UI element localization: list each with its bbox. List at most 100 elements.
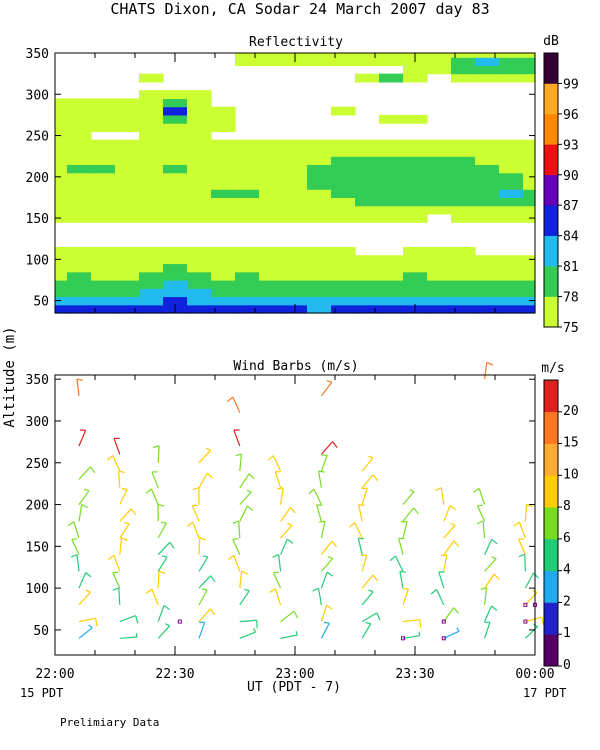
reflectivity-cell: [235, 147, 260, 157]
wind-colorbar-label: 1: [563, 626, 571, 641]
reflectivity-cell: [67, 263, 92, 273]
wind-colorbar-label: 2: [563, 594, 571, 609]
wind-barb-staff: [78, 627, 93, 639]
wind-barb-staff: [239, 454, 242, 472]
reflectivity-cell: [451, 180, 476, 190]
reflectivity-cell: [475, 213, 500, 223]
reflectivity-cell: [235, 156, 260, 166]
reflectivity-cell: [307, 197, 332, 207]
reflectivity-y-tick-label: 350: [26, 47, 49, 62]
reflectivity-colorbar-swatch: [544, 113, 558, 145]
reflectivity-cell: [451, 147, 476, 157]
reflectivity-cell: [427, 189, 452, 199]
reflectivity-cell: [67, 123, 92, 133]
reflectivity-cell: [259, 255, 284, 265]
reflectivity-cell: [163, 255, 188, 265]
reflectivity-cell: [67, 172, 92, 182]
wind-barb-staff: [151, 471, 159, 489]
reflectivity-cell: [163, 205, 188, 215]
wind-barb-staff: [239, 590, 250, 606]
wind-barb-staff: [239, 619, 257, 623]
reflectivity-cell: [451, 189, 476, 199]
wind-barb-staff: [78, 572, 87, 589]
reflectivity-cell: [55, 255, 68, 265]
reflectivity-cell: [211, 304, 236, 314]
reflectivity-cell: [355, 156, 380, 166]
reflectivity-cell: [523, 205, 536, 215]
reflectivity-cell: [403, 279, 428, 289]
reflectivity-cell: [115, 156, 140, 166]
wind-barb-staff: [280, 524, 293, 539]
reflectivity-cell: [211, 205, 236, 215]
wind-barb-staff: [361, 612, 378, 623]
reflectivity-cell: [187, 189, 212, 199]
reflectivity-cell: [115, 296, 140, 306]
reflectivity-cell: [403, 139, 428, 149]
wind-barb-staff: [484, 587, 488, 605]
reflectivity-cell: [427, 197, 452, 207]
wind-barb-flag: [165, 623, 170, 627]
wind-barb-flag: [532, 572, 540, 579]
reflectivity-cell: [283, 263, 308, 273]
wind-barb-staff: [484, 558, 497, 572]
wind-barb-staff: [157, 625, 171, 639]
wind-barb-staff: [438, 571, 445, 589]
reflectivity-cell: [427, 147, 452, 157]
reflectivity-colorbar-swatch: [544, 205, 558, 236]
wind-barb-staff: [113, 438, 121, 455]
wind-barb-staff: [280, 487, 284, 505]
reflectivity-cell: [115, 123, 140, 133]
wind-barb-staff: [118, 470, 121, 488]
reflectivity-cell: [523, 53, 536, 58]
reflectivity-cell: [55, 106, 68, 116]
reflectivity-cell: [523, 156, 536, 166]
reflectivity-cell: [139, 304, 164, 314]
reflectivity-cell: [55, 246, 68, 256]
reflectivity-cell: [355, 288, 380, 298]
reflectivity-cell: [331, 172, 356, 182]
wind-barb-flag: [295, 631, 298, 636]
reflectivity-cell: [451, 73, 476, 83]
reflectivity-cell: [403, 271, 428, 281]
reflectivity-cell: [211, 114, 236, 124]
wind-colorbar-label: 15: [563, 436, 579, 451]
wind-barb-flag: [135, 632, 138, 638]
reflectivity-cell: [67, 296, 92, 306]
wind-barb-flag: [89, 466, 96, 474]
reflectivity-cell: [475, 53, 500, 58]
reflectivity-cell: [499, 279, 524, 289]
reflectivity-cell: [355, 304, 380, 314]
wind-barb-flag: [326, 604, 333, 610]
start-local-time-note: 15 PDT: [20, 686, 63, 700]
wind-barb-staff: [239, 473, 250, 489]
reflectivity-cell: [283, 180, 308, 190]
wind-barb-flag: [192, 487, 200, 491]
reflectivity-cell: [91, 246, 116, 256]
x-axis-label: UT (PDT - 7): [247, 680, 341, 695]
wind-barb-flag: [477, 504, 484, 507]
reflectivity-cell: [475, 205, 500, 215]
reflectivity-cell: [211, 255, 236, 265]
reflectivity-cell: [163, 156, 188, 166]
reflectivity-cell: [55, 123, 68, 133]
reflectivity-cell: [523, 304, 536, 314]
reflectivity-cell: [91, 197, 116, 207]
wind-barb-staff: [239, 505, 248, 522]
reflectivity-cell: [379, 255, 404, 265]
wind-barb-flag: [244, 588, 250, 592]
x-tick-label: 22:00: [35, 667, 74, 682]
reflectivity-cell: [211, 213, 236, 223]
wind-barb-flag: [293, 610, 299, 619]
wind-barb-staff: [318, 471, 322, 488]
wind-barb-staff: [443, 505, 451, 522]
wind-barb-flag: [409, 489, 415, 493]
reflectivity-cell: [115, 205, 140, 215]
reflectivity-cell: [163, 189, 188, 199]
reflectivity-cell: [91, 106, 116, 116]
reflectivity-cell: [331, 189, 356, 199]
wind-barb-flag: [290, 507, 296, 514]
reflectivity-cell: [91, 304, 116, 314]
wind-barb-flag: [312, 587, 319, 592]
reflectivity-cell: [115, 255, 140, 265]
reflectivity-cell: [211, 123, 236, 133]
